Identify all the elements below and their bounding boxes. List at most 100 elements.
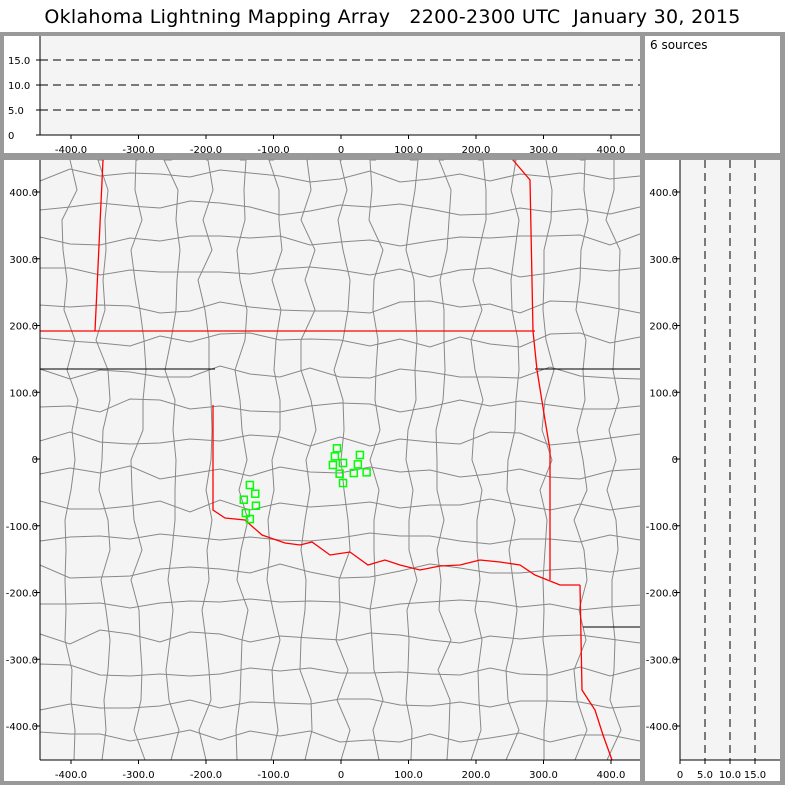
ns-y-tick-label: 100.0 <box>649 388 678 399</box>
lightning-source-marker <box>355 450 365 460</box>
county-line <box>39 266 641 278</box>
ns-x-tick-label: 5.0 <box>697 770 713 781</box>
altitude-x-tick-label: -100.0 <box>257 145 289 156</box>
lightning-source-marker <box>335 469 344 478</box>
state-border-red-river <box>212 405 580 586</box>
county-line <box>39 200 641 216</box>
plot-title: Oklahoma Lightning Mapping Array 2200-23… <box>0 0 785 32</box>
lightning-source-marker <box>349 468 359 478</box>
ns-x-tick-label: 0 <box>677 770 683 781</box>
info-box: 6 sources <box>645 36 780 153</box>
county-line <box>39 233 641 247</box>
altitude-x-tick-label: -300.0 <box>122 145 154 156</box>
county-line <box>39 629 641 645</box>
county-line <box>130 159 147 761</box>
map-y-tick-label: -200.0 <box>6 589 38 600</box>
altitude-x-tick-label: 100.0 <box>394 145 423 156</box>
county-line <box>299 159 317 761</box>
map-x-tick-label: -200.0 <box>190 770 222 781</box>
state-border-kansas-colorado <box>94 159 104 332</box>
lightning-source-marker <box>338 478 348 488</box>
map-x-tick-label: 300.0 <box>529 770 558 781</box>
map-y-tick-label: 300.0 <box>9 255 38 266</box>
county-line <box>39 332 641 348</box>
lightning-source-marker <box>332 444 342 453</box>
altitude-y-tick-label: 0 <box>8 131 14 142</box>
map-y-tick-label: 100.0 <box>9 388 38 399</box>
county-line <box>333 159 351 761</box>
state-border-oklahoma-east <box>512 159 551 580</box>
map-y-tick-label: -100.0 <box>6 522 38 533</box>
map-y-tick-label: -300.0 <box>6 655 38 666</box>
county-line <box>197 159 214 761</box>
county-line <box>405 159 419 761</box>
county-line <box>470 159 487 761</box>
ns-y-tick-label: -400.0 <box>646 722 678 733</box>
altitude-y-tick-label: 15.0 <box>8 56 30 67</box>
ns-y-tick-label: -100.0 <box>646 522 678 533</box>
county-line <box>368 159 384 761</box>
county-line <box>39 465 641 480</box>
map-y-tick-label: 200.0 <box>9 322 38 333</box>
map-x-tick-label: -100.0 <box>257 770 289 781</box>
map-x-tick-label: 100.0 <box>394 770 423 781</box>
county-line <box>266 159 283 761</box>
ns-y-tick-label: 400.0 <box>649 188 678 199</box>
county-line <box>605 160 622 761</box>
state-border-arkansas-texas <box>579 584 613 761</box>
map-y-tick-label: -400.0 <box>6 722 38 733</box>
map-y-tick-label: 400.0 <box>9 188 38 199</box>
county-line <box>163 159 181 761</box>
lightning-source-marker <box>245 480 255 490</box>
altitude-y-tick-label: 10.0 <box>8 81 30 92</box>
county-line <box>539 159 555 760</box>
altitude-x-tick-label: 0 <box>338 145 344 156</box>
county-line <box>39 729 641 743</box>
map-x-tick-label: 400.0 <box>597 770 626 781</box>
state-border-black <box>40 368 640 628</box>
altitude-x-tick-label: 200.0 <box>462 145 491 156</box>
altitude-x-tick-label: -400.0 <box>55 145 87 156</box>
county-line <box>39 365 641 380</box>
ns-y-tick-label: 200.0 <box>649 322 678 333</box>
county-line <box>39 398 641 413</box>
county-line <box>39 168 641 183</box>
altitude-x-tick-label: 400.0 <box>597 145 626 156</box>
map-x-tick-label: 200.0 <box>462 770 491 781</box>
ns-y-tick-label: 300.0 <box>649 255 678 266</box>
county-line <box>95 159 111 761</box>
county-line <box>39 698 641 711</box>
ns-x-tick-label: 15.0 <box>744 770 766 781</box>
altitude-x-tick-label: 300.0 <box>529 145 558 156</box>
lightning-source-marker <box>239 495 249 504</box>
lightning-source-marker <box>251 489 260 498</box>
lightning-source-marker <box>328 460 338 470</box>
ns-y-tick-label: -200.0 <box>646 589 678 600</box>
county-line <box>39 532 641 545</box>
county-line <box>39 300 641 314</box>
county-line <box>39 498 641 513</box>
ns-x-tick-label: 10.0 <box>719 770 741 781</box>
source-count: 6 sources <box>650 38 708 52</box>
county-line <box>573 159 589 761</box>
map-x-tick-label: -400.0 <box>55 770 87 781</box>
county-line <box>39 563 641 579</box>
county-line <box>435 159 452 761</box>
map-y-tick-label: 0 <box>32 455 38 466</box>
county-line <box>234 159 249 761</box>
lightning-source-marker <box>330 452 340 461</box>
county-borders <box>39 159 641 761</box>
ns-y-tick-label: -300.0 <box>646 655 678 666</box>
county-line <box>505 159 520 761</box>
lightning-source-marker <box>245 514 255 524</box>
altitude-y-tick-label: 5.0 <box>8 106 24 117</box>
lightning-source-marker <box>362 468 371 477</box>
ns-y-tick-label: 0 <box>672 455 678 466</box>
map-x-tick-label: -300.0 <box>122 770 154 781</box>
altitude-x-tick-label: -200.0 <box>190 145 222 156</box>
lightning-source-marker <box>338 458 348 468</box>
county-line <box>61 159 79 761</box>
county-line <box>39 663 641 677</box>
county-line <box>39 431 641 447</box>
